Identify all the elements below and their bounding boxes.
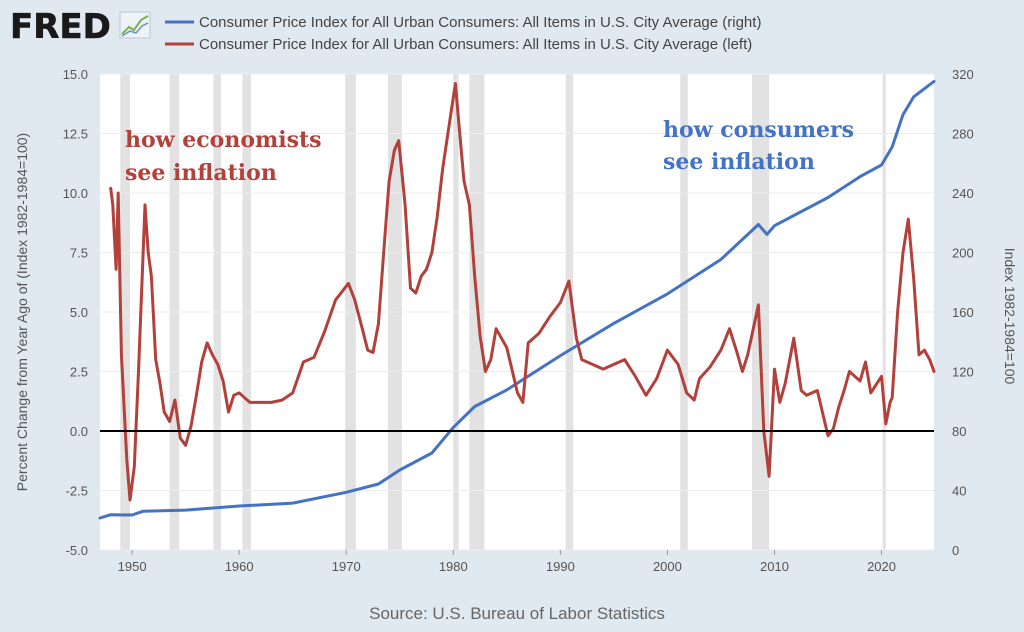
left-tick-label: 0.0 xyxy=(70,424,88,439)
right-tick-label: 80 xyxy=(952,424,966,439)
annotation-economists: how economists see inflation xyxy=(125,127,329,186)
right-tick-label: 120 xyxy=(952,365,974,380)
left-axis-title: Percent Change from Year Ago of (Index 1… xyxy=(14,133,30,491)
left-tick-label: 10.0 xyxy=(63,186,88,201)
legend: Consumer Price Index for All Urban Consu… xyxy=(165,14,761,53)
right-tick-label: 320 xyxy=(952,67,974,82)
right-axis-ticks: 0 40 80 120 160 200 240 280 320 xyxy=(952,67,974,558)
right-tick-label: 40 xyxy=(952,484,966,499)
legend-label-cpi-yoy: Consumer Price Index for All Urban Consu… xyxy=(199,36,752,53)
chart-line-icon xyxy=(119,11,151,39)
left-tick-label: 12.5 xyxy=(63,127,88,142)
x-tick-label: 2000 xyxy=(653,559,682,574)
x-tick-label: 1950 xyxy=(118,559,147,574)
left-tick-label: 5.0 xyxy=(70,305,88,320)
left-tick-label: -2.5 xyxy=(66,484,88,499)
annotation-economists-line-2: see inflation xyxy=(125,160,277,186)
right-axis-title: Index 1982-1984=100 xyxy=(1002,248,1018,385)
right-tick-label: 0 xyxy=(952,543,959,558)
annotation-consumers: how consumers see inflation xyxy=(663,117,862,175)
fred-logo-text: FRED xyxy=(10,7,111,47)
right-tick-label: 160 xyxy=(952,305,974,320)
source-note: Source: U.S. Bureau of Labor Statistics xyxy=(369,604,665,623)
right-tick-label: 280 xyxy=(952,127,974,142)
right-tick-label: 240 xyxy=(952,186,974,201)
x-tick-label: 1980 xyxy=(439,559,468,574)
x-axis-ticks: 1950 1960 1970 1980 1990 2000 2010 2020 xyxy=(118,550,896,574)
legend-item-cpi-yoy[interactable]: Consumer Price Index for All Urban Consu… xyxy=(165,36,752,53)
annotation-consumers-line-1: how consumers xyxy=(663,117,854,143)
series-lines xyxy=(98,79,936,520)
x-tick-label: 2020 xyxy=(867,559,896,574)
legend-label-cpi-index: Consumer Price Index for All Urban Consu… xyxy=(199,14,761,31)
left-tick-label: -5.0 xyxy=(66,543,88,558)
left-tick-label: 2.5 xyxy=(70,365,88,380)
series-line-cpi-yoy xyxy=(109,82,936,502)
x-tick-label: 1990 xyxy=(546,559,575,574)
left-tick-label: 7.5 xyxy=(70,246,88,261)
x-tick-label: 1970 xyxy=(332,559,361,574)
series-line-cpi-index xyxy=(98,79,936,520)
right-tick-label: 200 xyxy=(952,246,974,261)
fred-logo[interactable]: FRED xyxy=(10,7,151,47)
x-tick-label: 1960 xyxy=(225,559,254,574)
left-tick-label: 15.0 xyxy=(63,67,88,82)
x-tick-label: 2010 xyxy=(760,559,789,574)
legend-item-cpi-index[interactable]: Consumer Price Index for All Urban Consu… xyxy=(165,14,761,31)
annotation-consumers-line-2: see inflation xyxy=(663,149,815,175)
annotation-economists-line-1: how economists xyxy=(125,127,322,153)
left-axis-ticks: -5.0 -2.5 0.0 2.5 5.0 7.5 10.0 12.5 15.0 xyxy=(63,67,88,558)
